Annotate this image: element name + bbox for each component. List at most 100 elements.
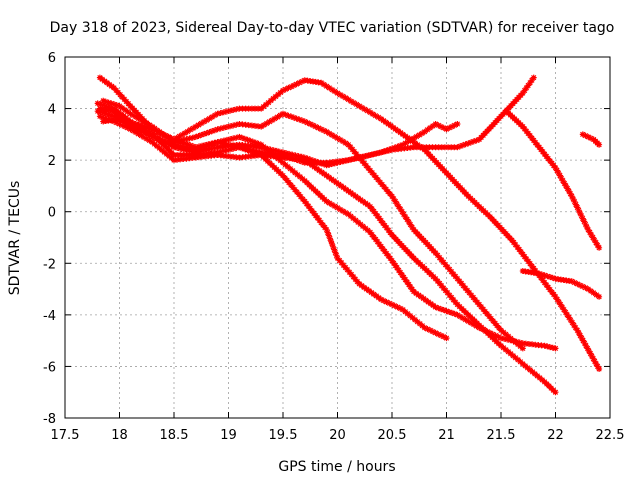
data-point (401, 132, 405, 136)
data-point (98, 76, 102, 80)
series-sat10 (579, 131, 603, 148)
data-point (117, 117, 122, 121)
data-point (346, 189, 350, 193)
data-point (150, 125, 154, 129)
data-point (325, 130, 329, 134)
data-point (98, 114, 102, 118)
y-tick-label: 4 (48, 103, 56, 118)
data-point (346, 212, 350, 216)
data-point (303, 119, 307, 124)
data-point (444, 171, 449, 175)
data-point (434, 122, 438, 126)
data-point (303, 161, 307, 165)
data-point (434, 251, 438, 255)
data-point (597, 367, 601, 371)
data-point (128, 104, 132, 108)
data-point (112, 109, 116, 113)
data-point (477, 323, 481, 327)
data-point (368, 153, 372, 157)
data-point (412, 290, 416, 294)
data-point (101, 99, 105, 103)
data-point (521, 269, 525, 273)
data-point (444, 127, 449, 131)
data-point (335, 256, 340, 260)
data-point (553, 277, 558, 281)
data-point (553, 346, 558, 350)
data-point (401, 143, 405, 147)
series-sat9 (519, 268, 603, 300)
data-point (412, 228, 416, 232)
data-point (586, 228, 590, 232)
data-point (532, 76, 536, 80)
series-sat4 (94, 108, 450, 342)
data-point (216, 153, 220, 157)
series-star-markers (94, 108, 450, 342)
data-point (477, 302, 481, 307)
data-point (575, 328, 579, 332)
data-point (521, 346, 525, 350)
y-tick-label: 2 (48, 154, 56, 169)
data-point (553, 166, 558, 170)
data-point (379, 117, 383, 121)
data-point (259, 125, 263, 129)
data-point (390, 259, 394, 263)
y-tick-label: -6 (43, 360, 56, 375)
data-point (553, 295, 558, 299)
data-point (325, 199, 329, 203)
data-point (521, 362, 525, 366)
data-point (537, 272, 541, 276)
data-point (521, 125, 525, 129)
data-point (357, 282, 361, 286)
data-point (390, 194, 394, 198)
data-point (237, 145, 241, 149)
data-point (259, 150, 263, 154)
data-point (423, 326, 427, 330)
data-point (412, 256, 416, 260)
data-point (281, 153, 285, 157)
data-point (537, 145, 541, 149)
y-tick-label: -4 (43, 309, 56, 324)
data-point (510, 238, 514, 242)
x-tick-label: 22.5 (596, 428, 625, 443)
data-point (325, 174, 329, 178)
data-point (237, 156, 241, 160)
data-point (412, 145, 416, 149)
data-point (303, 179, 307, 183)
data-point (150, 140, 154, 144)
data-point (259, 107, 263, 111)
data-point (216, 145, 220, 149)
y-tick-label: 0 (48, 206, 56, 221)
data-point (216, 112, 220, 116)
data-point (194, 125, 198, 129)
series-layer (94, 74, 603, 396)
data-point (543, 380, 547, 384)
data-point (194, 156, 198, 160)
data-point (570, 194, 574, 198)
data-point (543, 344, 547, 348)
data-point (303, 78, 307, 82)
series-line (98, 76, 601, 371)
data-point (434, 145, 438, 149)
x-tick-label: 20 (329, 428, 346, 443)
x-tick-label: 22 (547, 428, 564, 443)
data-point (444, 336, 449, 340)
x-tick-label: 21 (438, 428, 455, 443)
data-point (368, 168, 372, 173)
data-point (281, 174, 285, 178)
data-point (455, 277, 459, 281)
data-point (112, 86, 116, 90)
data-point (368, 205, 372, 209)
y-tick-label: 6 (48, 51, 56, 66)
data-point (319, 81, 323, 85)
data-point (532, 266, 536, 270)
data-point (128, 112, 132, 116)
series-star-markers (519, 268, 603, 300)
data-point (346, 143, 350, 147)
x-tick-label: 17.5 (51, 428, 80, 443)
data-point (281, 112, 285, 116)
series-star-markers (100, 97, 526, 352)
data-point (597, 246, 601, 250)
data-point (368, 230, 372, 234)
data-point (521, 91, 525, 95)
